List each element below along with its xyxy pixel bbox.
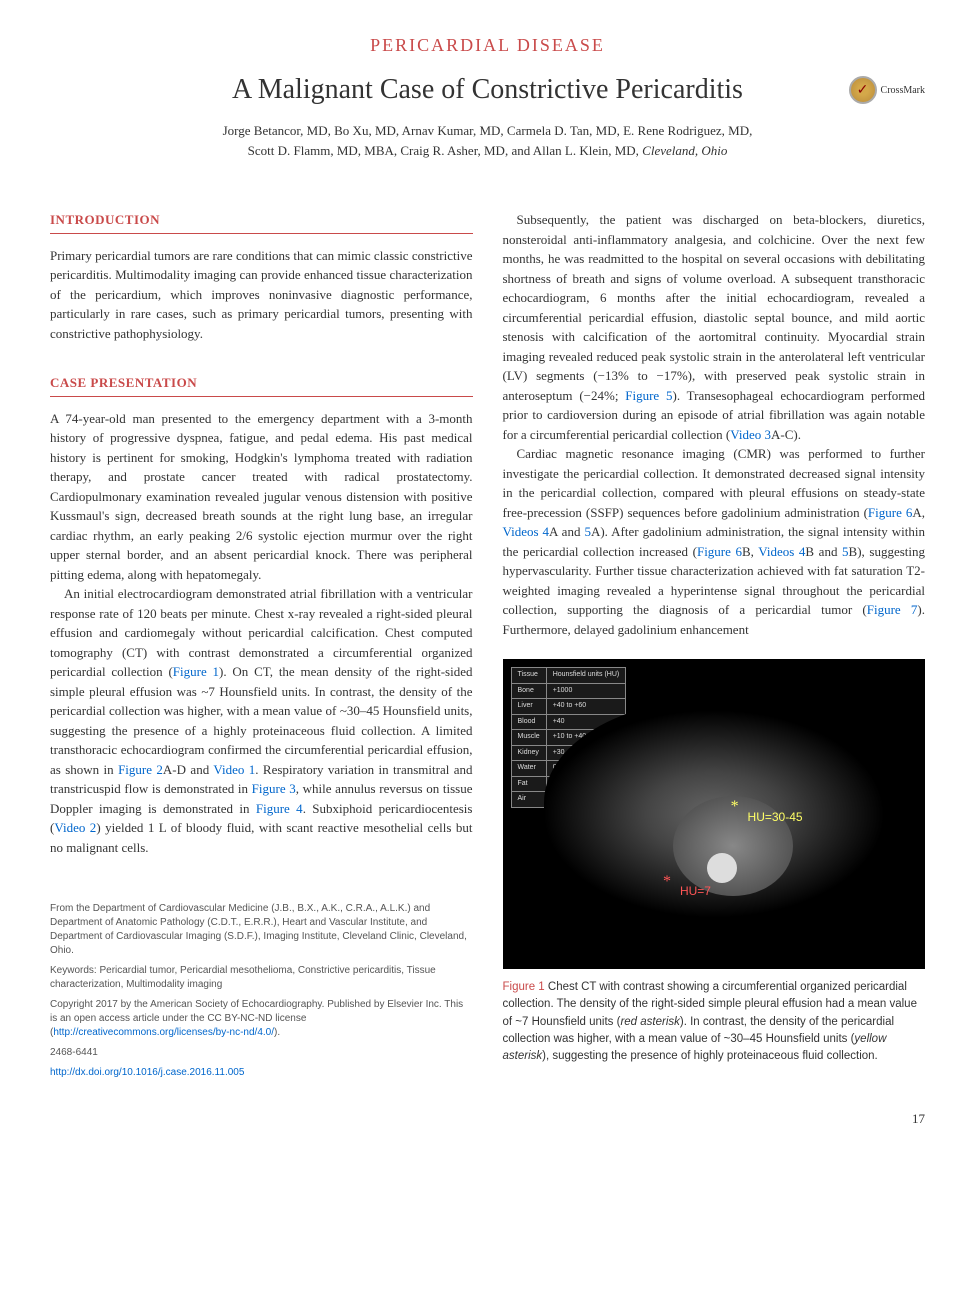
section-label: PERICARDIAL DISEASE [50, 35, 925, 56]
video-3-link[interactable]: Video 3 [730, 427, 771, 442]
red-asterisk-icon: * [663, 870, 671, 894]
figure-1-label: Figure 1 [503, 981, 545, 993]
figure-4-link[interactable]: Figure 4 [256, 801, 303, 816]
figure-6b-link[interactable]: Figure 6 [697, 544, 742, 559]
article-title: A Malignant Case of Constrictive Pericar… [232, 74, 743, 106]
legend-cell: Bone [511, 683, 546, 699]
legend-cell: Blood [511, 714, 546, 730]
figure-1: Tissue Hounsfield units (HU) Bone+1000 L… [503, 659, 926, 1065]
footer-block: From the Department of Cardiovascular Me… [50, 902, 473, 1080]
introduction-heading: INTRODUCTION [50, 210, 473, 230]
text: ) yielded 1 L of bloody fluid, with scan… [50, 820, 473, 855]
figure-3-link[interactable]: Figure 3 [252, 781, 296, 796]
introduction-section: INTRODUCTION Primary pericardial tumors … [50, 210, 473, 343]
affiliation: From the Department of Cardiovascular Me… [50, 902, 473, 958]
two-column-layout: INTRODUCTION Primary pericardial tumors … [50, 210, 925, 1086]
doi-link[interactable]: http://dx.doi.org/10.1016/j.case.2016.11… [50, 1067, 244, 1078]
text: ). On CT, the mean density of the right-… [50, 664, 473, 777]
legend-cell: +40 to +60 [546, 699, 626, 715]
legend-cell: Kidney [511, 745, 546, 761]
crossmark-icon: ✓ [849, 76, 877, 104]
case-p1: A 74-year-old man presented to the emerg… [50, 409, 473, 585]
text: A-C). [771, 427, 801, 442]
title-row: A Malignant Case of Constrictive Pericar… [50, 74, 925, 106]
text: Cardiac magnetic resonance imaging (CMR)… [503, 446, 926, 520]
left-column: INTRODUCTION Primary pericardial tumors … [50, 210, 473, 1086]
text: ), suggesting the presence of highly pro… [542, 1050, 878, 1062]
hu-yellow-label: HU=30-45 [748, 808, 803, 826]
legend-cell: Fat [511, 776, 546, 792]
legend-cell: Water [511, 761, 546, 777]
figure-6a-link[interactable]: Figure 6 [868, 505, 912, 520]
figure-1-caption: Figure 1 Chest CT with contrast showing … [503, 979, 926, 1065]
text: B and [805, 544, 842, 559]
right-p1: Subsequently, the patient was discharged… [503, 210, 926, 444]
video-4b-link[interactable]: Videos 4 [758, 544, 805, 559]
keywords: Keywords: Pericardial tumor, Pericardial… [50, 964, 473, 992]
crossmark-badge[interactable]: ✓ CrossMark [849, 76, 925, 104]
figure-2-link[interactable]: Figure 2 [118, 762, 163, 777]
copyright: Copyright 2017 by the American Society o… [50, 998, 473, 1040]
figure-1-link[interactable]: Figure 1 [173, 664, 219, 679]
legend-header-tissue: Tissue [511, 668, 546, 684]
right-column: Subsequently, the patient was discharged… [503, 210, 926, 1086]
page-number: 17 [50, 1111, 925, 1127]
hu-red-label: HU=7 [680, 882, 711, 900]
legend-cell: Liver [511, 699, 546, 715]
legend-cell: +1000 [546, 683, 626, 699]
ct-spine-shape [707, 853, 737, 883]
authors-line-1: Jorge Betancor, MD, Bo Xu, MD, Arnav Kum… [223, 123, 753, 138]
cc-license-link[interactable]: http://creativecommons.org/licenses/by-n… [53, 1027, 274, 1038]
legend-cell: Muscle [511, 730, 546, 746]
heading-rule [50, 396, 473, 397]
authors-location: Cleveland, Ohio [642, 143, 727, 158]
case-heading: CASE PRESENTATION [50, 373, 473, 393]
legend-cell: Air [511, 792, 546, 808]
ct-body-shape [544, 699, 884, 929]
authors-line-2: Scott D. Flamm, MD, MBA, Craig R. Asher,… [248, 143, 643, 158]
text: A, [912, 505, 925, 520]
video-1-link[interactable]: Video 1 [213, 762, 255, 777]
authors: Jorge Betancor, MD, Bo Xu, MD, Arnav Kum… [50, 121, 925, 160]
legend-header-hu: Hounsfield units (HU) [546, 668, 626, 684]
yellow-asterisk-icon: * [731, 795, 739, 819]
text: A-D and [163, 762, 213, 777]
case-p2: An initial electrocardiogram demonstrate… [50, 584, 473, 857]
figure-5-link[interactable]: Figure 5 [625, 388, 672, 403]
text: Subsequently, the patient was discharged… [503, 212, 926, 403]
crossmark-label: CrossMark [881, 85, 925, 96]
introduction-body: Primary pericardial tumors are rare cond… [50, 246, 473, 344]
heading-rule [50, 233, 473, 234]
text: B, [742, 544, 758, 559]
text: A and [549, 524, 584, 539]
video-4a-link[interactable]: Videos 4 [503, 524, 550, 539]
issn: 2468-6441 [50, 1046, 473, 1060]
right-p2: Cardiac magnetic resonance imaging (CMR)… [503, 444, 926, 639]
caption-red-asterisk: red asterisk [620, 1016, 679, 1028]
text: ). [274, 1027, 280, 1038]
figure-7-link[interactable]: Figure 7 [867, 602, 918, 617]
video-2-link[interactable]: Video 2 [54, 820, 96, 835]
case-presentation-section: CASE PRESENTATION A 74-year-old man pres… [50, 373, 473, 857]
ct-scan-image: Tissue Hounsfield units (HU) Bone+1000 L… [503, 659, 926, 969]
